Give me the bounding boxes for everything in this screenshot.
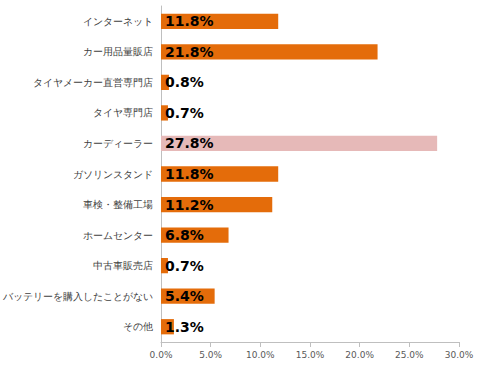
- svg-text:その他: その他: [123, 321, 153, 332]
- svg-text:11.8%: 11.8%: [165, 13, 214, 29]
- svg-text:0.8%: 0.8%: [165, 74, 204, 90]
- svg-text:インターネット: インターネット: [83, 16, 153, 27]
- svg-text:6.8%: 6.8%: [165, 227, 204, 243]
- svg-text:カーディーラー: カーディーラー: [83, 138, 153, 149]
- svg-text:バッテリーを購入したことがない: バッテリーを購入したことがない: [2, 291, 153, 302]
- svg-text:ガソリンスタンド: ガソリンスタンド: [73, 169, 153, 180]
- svg-text:30.0%: 30.0%: [445, 350, 474, 360]
- svg-text:中古車販売店: 中古車販売店: [93, 260, 153, 271]
- svg-text:0.7%: 0.7%: [165, 105, 204, 121]
- svg-text:20.0%: 20.0%: [345, 350, 374, 360]
- svg-text:25.0%: 25.0%: [395, 350, 424, 360]
- svg-text:15.0%: 15.0%: [296, 350, 325, 360]
- svg-text:5.4%: 5.4%: [165, 288, 204, 304]
- svg-text:タイヤ専門店: タイヤ専門店: [93, 107, 153, 118]
- svg-text:0.0%: 0.0%: [150, 350, 173, 360]
- svg-text:10.0%: 10.0%: [246, 350, 275, 360]
- svg-text:ホームセンター: ホームセンター: [83, 230, 153, 241]
- svg-text:カー用品量販店: カー用品量販店: [83, 46, 153, 57]
- svg-text:5.0%: 5.0%: [199, 350, 222, 360]
- svg-text:タイヤメーカー直営専門店: タイヤメーカー直営専門店: [33, 77, 153, 88]
- svg-text:21.8%: 21.8%: [165, 44, 214, 60]
- svg-text:1.3%: 1.3%: [165, 319, 204, 335]
- svg-text:0.7%: 0.7%: [165, 258, 204, 274]
- svg-text:11.8%: 11.8%: [165, 166, 214, 182]
- svg-text:27.8%: 27.8%: [165, 135, 214, 151]
- svg-text:11.2%: 11.2%: [165, 197, 214, 213]
- svg-text:車検・整備工場: 車検・整備工場: [83, 199, 153, 210]
